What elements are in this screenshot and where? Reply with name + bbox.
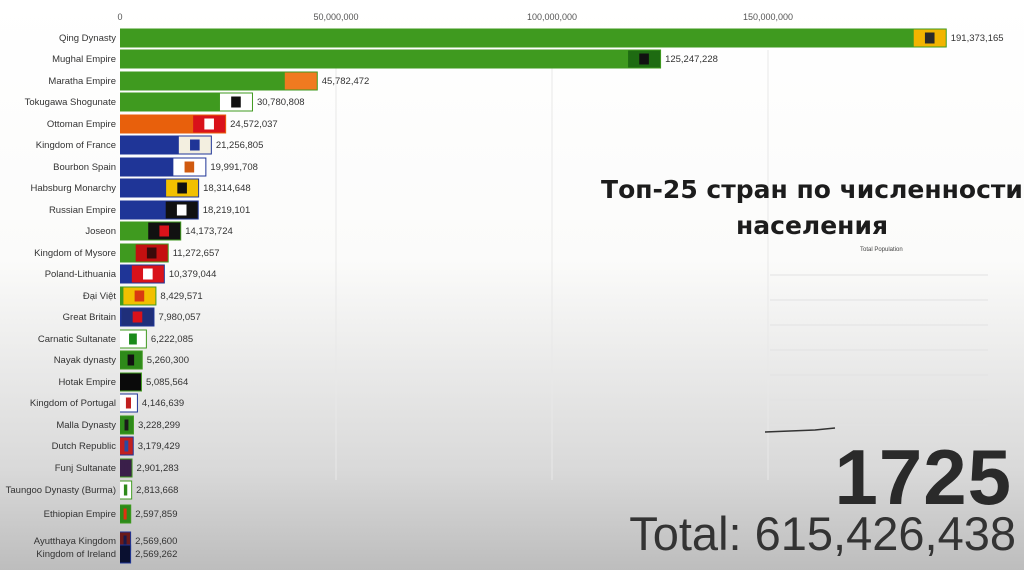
flag-emblem xyxy=(204,118,214,130)
category-label: Mughal Empire xyxy=(52,54,116,65)
flag-emblem xyxy=(639,53,649,65)
value-label: 18,219,101 xyxy=(203,205,251,216)
value-label: 3,228,299 xyxy=(138,420,180,431)
value-label: 2,901,283 xyxy=(137,463,179,474)
flag-emblem xyxy=(295,75,306,87)
value-label: 125,247,228 xyxy=(665,54,718,65)
total-label: Total: 615,426,438 xyxy=(629,507,1016,560)
chart-title: Топ-25 стран по численности населения xyxy=(601,175,1023,240)
value-label: 4,146,639 xyxy=(142,398,184,409)
flag-emblem xyxy=(184,161,195,173)
flag-emblem xyxy=(123,508,127,520)
value-label: 2,569,262 xyxy=(135,549,177,560)
flag-emblem xyxy=(177,182,187,194)
value-label: 45,782,472 xyxy=(322,76,370,87)
flag-emblem xyxy=(124,462,128,474)
bar xyxy=(120,92,253,112)
flag-emblem xyxy=(127,354,135,366)
flag-emblem xyxy=(124,440,129,452)
flag-emblem xyxy=(123,548,127,560)
flag-emblem xyxy=(129,333,137,345)
value-label: 14,173,724 xyxy=(185,226,233,237)
x-tick-label: 150,000,000 xyxy=(743,12,793,22)
value-label: 3,179,429 xyxy=(138,441,180,452)
category-label: Hotak Empire xyxy=(58,377,116,388)
value-label: 19,991,708 xyxy=(210,162,258,173)
flag-emblem xyxy=(159,225,170,237)
category-label: Maratha Empire xyxy=(48,76,116,87)
x-tick-label: 0 xyxy=(117,12,122,22)
value-label: 24,572,037 xyxy=(230,119,278,130)
category-label: Great Britain xyxy=(63,312,116,323)
value-label: 2,813,668 xyxy=(136,485,178,496)
category-label: Kingdom of Ireland xyxy=(36,549,116,560)
category-label: Kingdom of Mysore xyxy=(34,248,116,259)
flag-emblem xyxy=(176,204,187,216)
category-label: Carnatic Sultanate xyxy=(38,334,116,345)
category-label: Taungoo Dynasty (Burma) xyxy=(6,485,116,496)
category-label: Ottoman Empire xyxy=(47,119,116,130)
category-label: Kingdom of Portugal xyxy=(30,398,116,409)
value-label: 5,260,300 xyxy=(147,355,189,366)
mini-total-line xyxy=(764,427,836,433)
year-label: 1725 xyxy=(834,433,1012,521)
value-label: 11,272,657 xyxy=(173,248,220,259)
category-label: Qing Dynasty xyxy=(59,33,116,44)
category-label: Tokugawa Shogunate xyxy=(25,97,116,108)
category-label: Joseon xyxy=(85,226,116,237)
flag-emblem xyxy=(134,290,145,302)
x-tick-label: 50,000,000 xyxy=(313,12,358,22)
flag-emblem xyxy=(127,376,134,388)
value-label: 10,379,044 xyxy=(169,269,217,280)
category-label: Malla Dynasty xyxy=(56,420,116,431)
category-label: Kingdom of France xyxy=(36,140,116,151)
flag-emblem xyxy=(132,311,143,323)
category-label: Funj Sultanate xyxy=(55,463,116,474)
bar xyxy=(120,71,318,91)
flag-emblem xyxy=(123,484,128,496)
category-label: Habsburg Monarchy xyxy=(30,183,116,194)
value-label: 8,429,571 xyxy=(160,291,202,302)
value-label: 18,314,648 xyxy=(203,183,251,194)
category-label: Nayak dynasty xyxy=(54,355,117,366)
value-label: 191,373,165 xyxy=(951,33,1004,44)
category-label: Đại Việt xyxy=(83,291,116,302)
flag-emblem xyxy=(124,419,129,431)
category-label: Ethiopian Empire xyxy=(44,509,116,520)
flag-emblem xyxy=(231,96,241,108)
bar xyxy=(120,28,947,48)
category-label: Poland-Lithuania xyxy=(45,269,117,280)
x-tick-label: 100,000,000 xyxy=(527,12,577,22)
category-label: Russian Empire xyxy=(49,205,116,216)
value-label: 7,980,057 xyxy=(158,312,200,323)
value-label: 6,222,085 xyxy=(151,334,193,345)
value-label: 5,085,564 xyxy=(146,377,188,388)
flag-emblem xyxy=(146,247,157,259)
flag-emblem xyxy=(123,535,127,547)
mini-chart-label: Total Population xyxy=(860,247,903,253)
category-label: Ayutthaya Kingdom xyxy=(34,536,116,547)
value-label: 21,256,805 xyxy=(216,140,264,151)
flag-emblem xyxy=(190,139,200,151)
bar xyxy=(120,49,662,69)
flag-emblem xyxy=(924,32,935,44)
flag-emblem xyxy=(125,397,131,409)
category-label: Bourbon Spain xyxy=(53,162,116,173)
value-label: 2,569,600 xyxy=(135,536,177,547)
category-label: Dutch Republic xyxy=(52,441,117,452)
value-label: 2,597,859 xyxy=(135,509,177,520)
value-label: 30,780,808 xyxy=(257,97,305,108)
flag-emblem xyxy=(143,268,153,280)
